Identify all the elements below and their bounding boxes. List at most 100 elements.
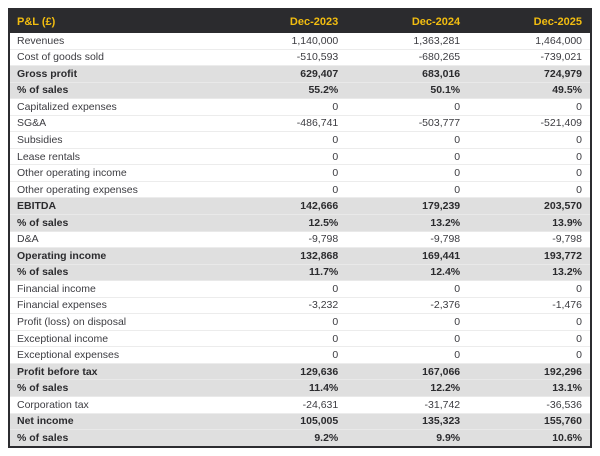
table-row: Lease rentals 0 0 0 xyxy=(9,148,591,166)
table-row-subtotal: Gross profit 629,407 683,016 724,979 xyxy=(9,65,591,83)
row-value: 129,636 xyxy=(224,363,347,381)
row-value: 1,363,281 xyxy=(346,33,469,50)
row-value: 0 xyxy=(224,181,347,199)
row-value: 169,441 xyxy=(346,247,469,265)
row-label: SG&A xyxy=(9,115,225,133)
row-value: 13.1% xyxy=(468,379,591,397)
pnl-table-header: P&L (£) Dec-2023 Dec-2024 Dec-2025 xyxy=(9,9,591,33)
row-value: 12.4% xyxy=(346,264,469,282)
row-label: Financial income xyxy=(9,280,225,298)
row-value: 11.7% xyxy=(224,264,347,282)
row-value: 179,239 xyxy=(346,197,469,215)
row-label: % of sales xyxy=(9,214,225,232)
row-value: 13.2% xyxy=(346,214,469,232)
row-label: Capitalized expenses xyxy=(9,98,225,116)
table-row-subtotal: % of sales 11.7% 12.4% 13.2% xyxy=(9,264,591,282)
row-value: 9.2% xyxy=(224,429,347,448)
row-value: 135,323 xyxy=(346,413,469,431)
row-label: Profit (loss) on disposal xyxy=(9,313,225,331)
row-label: Exceptional income xyxy=(9,330,225,348)
row-value: 629,407 xyxy=(224,65,347,83)
row-value: 1,140,000 xyxy=(224,33,347,50)
row-value: 0 xyxy=(468,98,591,116)
table-row: Other operating income 0 0 0 xyxy=(9,164,591,182)
row-value: 0 xyxy=(468,280,591,298)
row-value: 0 xyxy=(224,148,347,166)
row-label: Profit before tax xyxy=(9,363,225,381)
row-value: 0 xyxy=(468,346,591,364)
row-value: 0 xyxy=(468,131,591,149)
row-value: -9,798 xyxy=(346,231,469,249)
row-value: 193,772 xyxy=(468,247,591,265)
row-value: 0 xyxy=(224,131,347,149)
table-row: Capitalized expenses 0 0 0 xyxy=(9,98,591,116)
table-row: Subsidies 0 0 0 xyxy=(9,131,591,149)
row-value: 0 xyxy=(346,346,469,364)
row-value: 132,868 xyxy=(224,247,347,265)
row-value: -680,265 xyxy=(346,49,469,67)
row-value: 0 xyxy=(346,330,469,348)
row-value: 10.6% xyxy=(468,429,591,448)
table-row-subtotal: % of sales 12.5% 13.2% 13.9% xyxy=(9,214,591,232)
column-header-dec-2023: Dec-2023 xyxy=(224,9,347,33)
row-value: 0 xyxy=(468,330,591,348)
column-header-dec-2025: Dec-2025 xyxy=(468,9,591,33)
row-label: Other operating income xyxy=(9,164,225,182)
row-label: Gross profit xyxy=(9,65,225,83)
row-label: Revenues xyxy=(9,33,225,50)
row-value: -9,798 xyxy=(468,231,591,249)
row-value: 0 xyxy=(224,330,347,348)
row-value: -739,021 xyxy=(468,49,591,67)
row-value: 724,979 xyxy=(468,65,591,83)
row-label: % of sales xyxy=(9,429,225,448)
table-row: Financial expenses -3,232 -2,376 -1,476 xyxy=(9,297,591,315)
table-row: Exceptional expenses 0 0 0 xyxy=(9,346,591,364)
row-value: 0 xyxy=(468,181,591,199)
pnl-table: P&L (£) Dec-2023 Dec-2024 Dec-2025 Reven… xyxy=(8,8,592,448)
table-row-subtotal: EBITDA 142,666 179,239 203,570 xyxy=(9,197,591,215)
row-value: 0 xyxy=(346,131,469,149)
row-value: 0 xyxy=(468,148,591,166)
row-value: 0 xyxy=(224,346,347,364)
row-value: 13.2% xyxy=(468,264,591,282)
row-value: 0 xyxy=(468,313,591,331)
table-title: P&L (£) xyxy=(9,9,225,33)
table-row: Corporation tax -24,631 -31,742 -36,536 xyxy=(9,396,591,414)
row-value: -3,232 xyxy=(224,297,347,315)
table-row-subtotal: % of sales 55.2% 50.1% 49.5% xyxy=(9,82,591,100)
row-value: -510,593 xyxy=(224,49,347,67)
table-row: D&A -9,798 -9,798 -9,798 xyxy=(9,231,591,249)
row-value: 1,464,000 xyxy=(468,33,591,50)
row-value: 55.2% xyxy=(224,82,347,100)
row-value: -9,798 xyxy=(224,231,347,249)
row-value: 12.5% xyxy=(224,214,347,232)
table-row: SG&A -486,741 -503,777 -521,409 xyxy=(9,115,591,133)
row-label: Exceptional expenses xyxy=(9,346,225,364)
row-value: 105,005 xyxy=(224,413,347,431)
row-label: % of sales xyxy=(9,82,225,100)
row-value: -521,409 xyxy=(468,115,591,133)
row-value: 142,666 xyxy=(224,197,347,215)
row-value: 155,760 xyxy=(468,413,591,431)
table-row-subtotal: Net income 105,005 135,323 155,760 xyxy=(9,413,591,431)
table-row-subtotal: % of sales 9.2% 9.9% 10.6% xyxy=(9,429,591,448)
row-value: 0 xyxy=(346,313,469,331)
table-row: Profit (loss) on disposal 0 0 0 xyxy=(9,313,591,331)
row-value: 9.9% xyxy=(346,429,469,448)
row-value: 0 xyxy=(224,164,347,182)
row-label: Cost of goods sold xyxy=(9,49,225,67)
table-row-subtotal: Profit before tax 129,636 167,066 192,296 xyxy=(9,363,591,381)
row-label: % of sales xyxy=(9,379,225,397)
row-label: Other operating expenses xyxy=(9,181,225,199)
row-label: Corporation tax xyxy=(9,396,225,414)
row-value: -503,777 xyxy=(346,115,469,133)
table-row: Cost of goods sold -510,593 -680,265 -739,0… xyxy=(9,49,591,67)
row-value: 0 xyxy=(346,98,469,116)
row-value: 167,066 xyxy=(346,363,469,381)
row-value: 11.4% xyxy=(224,379,347,397)
row-value: -24,631 xyxy=(224,396,347,414)
row-label: % of sales xyxy=(9,264,225,282)
row-label: Lease rentals xyxy=(9,148,225,166)
row-value: 0 xyxy=(468,164,591,182)
